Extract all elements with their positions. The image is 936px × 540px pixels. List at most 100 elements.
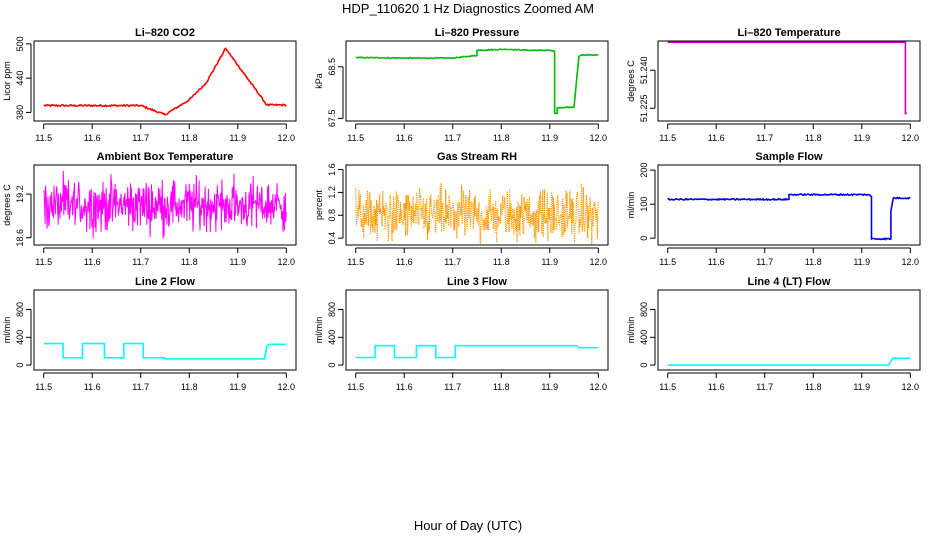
x-tick-label: 11.7 [756, 133, 773, 143]
plot-frame [657, 164, 921, 246]
x-tick-label: 11.5 [347, 257, 364, 267]
x-tick-label: 11.5 [35, 382, 52, 392]
x-tick-label: 11.8 [805, 257, 822, 267]
panel-8: Line 3 Flow ml/min 11.5 11.6 11.7 11.8 11.9 12.… [314, 276, 609, 392]
x-tick-label: 11.5 [659, 133, 676, 143]
plot-frame [657, 40, 921, 122]
x-tick-label: 11.9 [229, 133, 246, 143]
x-axis-label: Hour of Day (UTC) [413, 518, 523, 533]
x-tick-label: 11.8 [805, 133, 822, 143]
plot-frame [33, 289, 297, 371]
series-line [355, 344, 599, 359]
x-tick-label: 11.7 [444, 382, 461, 392]
x-tick-label: 11.7 [132, 257, 149, 267]
x-tick-label: 11.5 [347, 133, 364, 143]
x-tick-label: 12.0 [590, 133, 608, 143]
plot-frame [345, 164, 609, 246]
x-tick-label: 11.7 [132, 382, 149, 392]
x-tick-label: 12.0 [902, 382, 920, 392]
x-tick-label: 11.6 [84, 382, 101, 392]
y-axis-title: percent [314, 189, 324, 220]
y-tick-label: 1.6 [327, 163, 337, 176]
x-tick-label: 11.6 [708, 133, 725, 143]
panel-4: Ambient Box Temperature degrees C 11.5 11.6… [2, 151, 297, 267]
panel-7: Line 2 Flow ml/min 11.5 11.6 11.7 11.8 11.9 12.… [2, 276, 297, 392]
panel-5: Gas Stream RH percent 11.5 11.6 11.7 11.8 11.9… [314, 151, 609, 267]
y-tick-label: 0 [327, 363, 337, 368]
panel-title: Ambient Box Temperature [97, 151, 234, 163]
x-tick-label: 11.9 [853, 257, 870, 267]
panel-3: Li–820 Temperature degrees C 11.5 11.6 11.7 1… [626, 27, 921, 143]
x-tick-label: 11.8 [181, 257, 198, 267]
panel-2: Li–820 Pressure kPa 11.5 11.6 11.7 11.8 11.9 12… [314, 27, 609, 143]
y-tick-label: 51.225 [639, 95, 649, 123]
series-line [355, 48, 599, 115]
y-tick-label: 0.8 [327, 209, 337, 222]
x-tick-label: 11.9 [229, 257, 246, 267]
data-series [43, 47, 287, 116]
x-tick-label: 11.7 [756, 257, 773, 267]
x-tick-label: 11.9 [541, 257, 558, 267]
x-tick-label: 11.6 [396, 133, 413, 143]
data-series [43, 342, 287, 360]
y-tick-label: 380 [15, 105, 25, 120]
y-axis-title: degrees C [2, 184, 12, 226]
x-tick-label: 11.9 [541, 382, 558, 392]
x-tick-label: 12.0 [278, 133, 296, 143]
y-tick-label: 51.240 [639, 56, 649, 84]
y-axis-title: kPa [314, 73, 324, 89]
y-tick-label: 500 [15, 36, 25, 51]
data-series [355, 344, 599, 359]
x-tick-label: 12.0 [278, 257, 296, 267]
y-axis-title: ml/min [626, 317, 636, 344]
data-series [43, 170, 287, 239]
panel-title: Li–820 Pressure [435, 27, 519, 39]
series-line [43, 342, 287, 360]
y-tick-label: 400 [639, 330, 649, 345]
y-tick-label: 400 [327, 330, 337, 345]
y-axis-title: ml/min [626, 192, 636, 219]
plot-frame [33, 164, 297, 246]
y-tick-label: 800 [639, 302, 649, 317]
data-series [355, 182, 599, 245]
x-tick-label: 11.9 [853, 382, 870, 392]
y-axis-title: degrees C [626, 60, 636, 102]
x-tick-label: 11.5 [347, 382, 364, 392]
x-tick-label: 11.8 [493, 382, 510, 392]
y-tick-label: 100 [639, 197, 649, 212]
y-tick-label: 800 [15, 302, 25, 317]
y-tick-label: 68.5 [327, 58, 337, 76]
y-axis-title: Licor ppm [2, 61, 12, 101]
x-tick-label: 12.0 [902, 257, 920, 267]
x-tick-label: 11.8 [181, 133, 198, 143]
x-tick-label: 11.7 [444, 257, 461, 267]
panel-title: Line 4 (LT) Flow [748, 276, 831, 288]
y-tick-label: 19.2 [15, 185, 25, 203]
x-tick-label: 11.6 [708, 257, 725, 267]
y-axis-title: ml/min [314, 317, 324, 344]
series-line [667, 357, 911, 366]
x-tick-label: 11.6 [84, 257, 101, 267]
x-tick-label: 11.8 [805, 382, 822, 392]
x-tick-label: 11.5 [659, 257, 676, 267]
y-tick-label: 0.4 [327, 232, 337, 245]
x-tick-label: 11.7 [444, 133, 461, 143]
series-line [667, 192, 911, 241]
series-line [43, 170, 287, 239]
y-tick-label: 18.6 [15, 229, 25, 247]
plot-frame [345, 289, 609, 371]
y-tick-label: 0 [639, 236, 649, 241]
series-line [667, 41, 907, 115]
series-line [355, 182, 599, 245]
x-tick-label: 12.0 [902, 133, 920, 143]
x-tick-label: 11.9 [229, 382, 246, 392]
x-tick-label: 11.8 [181, 382, 198, 392]
y-axis-title: ml/min [2, 317, 12, 344]
panel-title: Line 3 Flow [447, 276, 507, 288]
y-tick-label: 1.2 [327, 186, 337, 199]
x-tick-label: 12.0 [278, 382, 296, 392]
x-tick-label: 11.6 [84, 133, 101, 143]
plot-frame [657, 289, 921, 371]
figure-title: HDP_110620 1 Hz Diagnostics Zoomed AM [342, 1, 594, 16]
